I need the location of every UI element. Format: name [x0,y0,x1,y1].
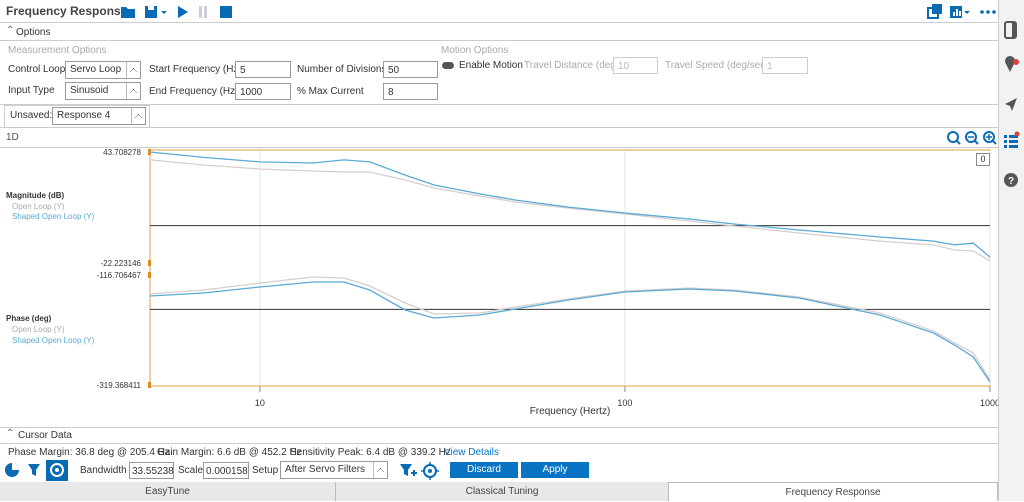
travel-speed-input[interactable]: 1 [762,57,808,74]
cursor-item: Phase Margin: 36.8 deg @ 205.4 Hz [8,447,170,458]
sidebar-icon[interactable] [1005,98,1017,111]
setup-select[interactable]: After Servo Filters [280,461,388,479]
control-icons[interactable] [2,460,70,481]
apply-button[interactable]: Apply [521,462,589,478]
y-tick [148,382,151,388]
options-header[interactable]: Options [16,27,51,38]
toolbar [0,0,998,23]
input-type-select[interactable]: Sinusoid [65,82,141,100]
x-tick-label: 1000 [980,398,998,408]
collapse-icon[interactable]: ⌃ [6,25,15,36]
cursor-header[interactable]: Cursor Data [18,430,72,441]
series-line [149,151,991,258]
response-select[interactable]: Response 4 [52,107,146,125]
response-label: Unsaved: [10,110,53,121]
cursor-item: Sensitivity Peak: 6.4 dB @ 339.2 Hz [290,447,451,458]
sidebar-icon[interactable] [1004,21,1017,39]
x-tick-label: 100 [617,398,632,408]
travel-distance-input[interactable]: 10 [613,57,658,74]
divisions-input[interactable]: 50 [383,61,438,78]
filter-icons[interactable] [398,461,440,481]
field-label: Start Frequency (Hz) [149,64,242,75]
x-axis-label: Frequency (Hertz) [530,406,611,417]
scale-input[interactable]: 0.0001585 [203,462,249,479]
section-title: Motion Options [441,45,509,56]
field-label: End Frequency (Hz) [149,86,239,97]
field-label: % Max Current [297,86,364,97]
tab[interactable]: EasyTune [0,482,336,501]
panel-title: Phase (deg) [6,314,52,323]
sidebar: ? [998,0,1024,501]
y-tick-label: -22.223146 [101,259,142,268]
divider [0,40,998,41]
tab[interactable]: Classical Tuning [336,482,669,501]
discard-button[interactable]: Discard [450,462,518,478]
divider [0,427,998,428]
field-label: Travel Speed (deg/sec) [665,60,769,71]
sidebar-icon[interactable]: ? [1004,173,1018,187]
field-label: Input Type [8,85,55,96]
view-details-link[interactable]: View Details [444,447,499,458]
max-current-input[interactable]: 8 [383,83,438,100]
sidebar-icon[interactable] [1004,131,1020,149]
svg-text:?: ? [1008,176,1014,187]
legend-entry: Shaped Open Loop (Y) [12,212,95,221]
y-tick [148,272,151,278]
control-loop-select[interactable]: Servo Loop [65,61,141,79]
field-label: Scale [178,465,204,476]
x-tick-label: 10 [255,398,265,408]
bandwidth-input[interactable]: 33.55238 [129,462,174,479]
y-tick-label: -319.368411 [97,381,142,390]
divider [0,443,998,444]
y-tick [148,260,151,266]
legend-entry: Open Loop (Y) [12,202,65,211]
field-label: Travel Distance (deg) [524,60,620,71]
sidebar-icon[interactable] [1005,55,1019,72]
cursor-item: Gain Margin: 6.6 dB @ 452.2 Hz [157,447,302,458]
tab-active[interactable]: Frequency Response [669,482,998,501]
section-title: Measurement Options [8,45,107,56]
field-label: Bandwidth [80,465,127,476]
divider [0,104,998,105]
plot-mode: 1D [6,132,19,143]
divider [0,127,998,128]
y-tick-label: -116.706467 [97,271,142,280]
end-frequency-input[interactable]: 1000 [235,83,291,100]
frequency-plot: 10 100 1000 Frequency (Hertz) -22.223146 43.7… [6,148,998,417]
field-label: Setup [252,465,279,476]
toolbar-icons[interactable] [120,3,240,21]
toggle-label: Enable Motion [459,60,523,71]
field-label: Number of Divisions [297,64,387,75]
panel-title: Magnitude (dB) [6,191,65,200]
plot-frame [149,149,991,387]
zoom-icons[interactable] [946,130,998,146]
divider [0,147,998,148]
series-line [149,159,991,262]
start-frequency-input[interactable]: 5 [235,61,291,78]
toolbar-right-icons[interactable] [926,3,998,21]
y-tick-label: 43.708278 [103,148,141,157]
toggle[interactable] [442,62,454,69]
series-line [149,281,991,383]
legend-entry: Shaped Open Loop (Y) [12,336,95,345]
marker-box[interactable]: 0 [976,153,990,166]
y-tick [148,149,151,155]
collapse-icon[interactable]: ⌃ [6,428,15,439]
app-title: Frequency Response [6,4,128,18]
legend-entry: Open Loop (Y) [12,325,65,334]
field-label: Control Loop [8,64,66,75]
series-line [149,276,991,381]
